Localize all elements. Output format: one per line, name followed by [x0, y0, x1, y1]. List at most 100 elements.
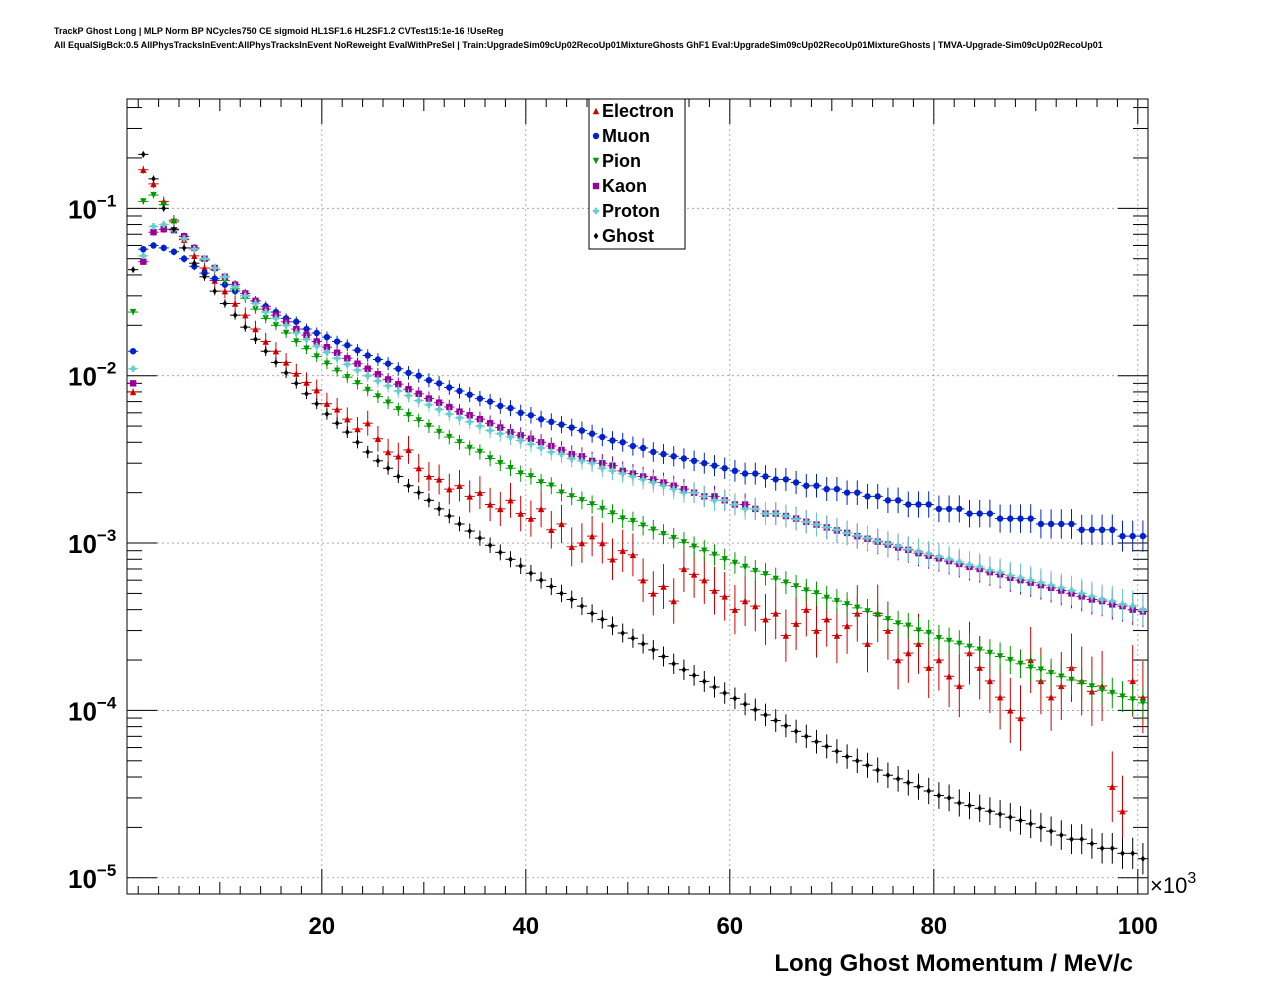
- pion-point: [1027, 664, 1034, 671]
- muon-point: [333, 338, 341, 345]
- legend-label-pion: Pion: [602, 151, 641, 171]
- ghost-point: [691, 672, 697, 679]
- proton-point: [1139, 606, 1147, 613]
- proton-point: [1129, 602, 1136, 610]
- ghost-point: [498, 549, 503, 556]
- proton-point: [711, 497, 718, 504]
- pion-point: [701, 547, 708, 554]
- proton-point: [823, 524, 830, 531]
- proton-point: [242, 292, 249, 300]
- pion-point: [690, 543, 698, 550]
- pion-point: [629, 518, 637, 525]
- ghost-point: [406, 482, 411, 489]
- pion-point: [752, 567, 759, 575]
- pion-point: [170, 218, 178, 226]
- pion-point: [548, 482, 555, 489]
- proton-point: [527, 440, 535, 448]
- pion-point: [323, 360, 331, 367]
- muon-point: [435, 380, 443, 387]
- kaon-point: [354, 360, 361, 367]
- proton-point: [231, 283, 239, 290]
- legend-label-kaon: Kaon: [602, 176, 647, 196]
- muon-point: [741, 470, 749, 477]
- muon-point: [211, 275, 218, 282]
- proton-point: [272, 315, 280, 322]
- muon-point: [792, 479, 800, 486]
- proton-point: [599, 465, 606, 472]
- electron-point: [548, 526, 555, 534]
- electron-point: [599, 539, 606, 547]
- ghost-point: [804, 733, 809, 740]
- ghost-point: [222, 300, 228, 307]
- pion-point: [486, 455, 494, 462]
- pion-point: [945, 637, 953, 645]
- legend-marker-ghost: [593, 232, 599, 240]
- pion-point: [476, 448, 484, 456]
- pion-point: [364, 386, 371, 394]
- ghost-point: [895, 775, 901, 783]
- electron-point: [415, 465, 422, 472]
- legend-label-ghost: Ghost: [602, 226, 654, 246]
- ghost-point: [355, 439, 360, 446]
- electron-point: [925, 664, 932, 671]
- ghost-point: [834, 748, 840, 755]
- muon-point: [517, 409, 524, 417]
- legend: Electron Muon Pion Kaon Proton Ghost: [588, 98, 686, 250]
- ghost-point: [1028, 820, 1034, 828]
- electron-point: [446, 485, 453, 493]
- electron-point: [517, 510, 524, 517]
- muon-point: [1129, 532, 1136, 540]
- ghost-point: [824, 743, 830, 750]
- pion-point: [1088, 683, 1096, 690]
- pion-point: [833, 597, 841, 605]
- electron-point: [150, 180, 157, 188]
- electron-point: [670, 597, 677, 605]
- muon-point: [639, 444, 647, 452]
- proton-point: [303, 336, 310, 343]
- pion-point: [1007, 656, 1014, 664]
- legend-marker-proton: [592, 207, 600, 215]
- proton-point: [680, 489, 688, 496]
- pion-point: [344, 373, 351, 381]
- proton-point: [262, 308, 269, 316]
- muon-point: [1007, 515, 1014, 522]
- pion-point: [262, 315, 269, 322]
- kaon-point: [395, 380, 402, 388]
- proton-point: [486, 427, 494, 434]
- muon-point: [395, 365, 402, 372]
- pion-point: [1109, 689, 1116, 697]
- electron-point: [129, 388, 137, 396]
- pion-point: [588, 501, 596, 508]
- axis-minor-ticks: [127, 99, 1148, 894]
- electron-point: [650, 590, 657, 597]
- proton-point: [1017, 574, 1024, 581]
- proton-point: [201, 255, 208, 262]
- proton-point: [915, 548, 922, 555]
- ghost-point: [232, 311, 238, 319]
- pion-point: [1098, 687, 1106, 694]
- ghost-point: [202, 273, 207, 280]
- muon-point: [1119, 532, 1126, 540]
- proton-point: [140, 252, 147, 260]
- pion-point: [1017, 660, 1024, 667]
- pion-point: [721, 556, 728, 563]
- proton-point: [996, 568, 1004, 576]
- x-tick-label: 20: [308, 913, 335, 940]
- electron-point: [405, 446, 412, 454]
- plot-title-line-1: TrackP Ghost Long | MLP Norm BP NCycles7…: [54, 26, 504, 36]
- ghost-point: [640, 640, 646, 648]
- legend-label-muon: Muon: [602, 126, 650, 146]
- ghost-point: [936, 792, 942, 799]
- muon-point: [1088, 526, 1096, 534]
- electron-point: [140, 166, 147, 173]
- muon-point: [752, 470, 759, 477]
- pion-point: [1078, 680, 1085, 687]
- ghost-point: [1018, 817, 1023, 824]
- proton-point: [956, 558, 963, 566]
- proton-point: [986, 566, 994, 574]
- electron-point: [629, 551, 637, 559]
- proton-point: [405, 392, 412, 399]
- electron-point: [915, 640, 922, 648]
- muon-point: [894, 497, 902, 504]
- ghost-point: [579, 602, 585, 610]
